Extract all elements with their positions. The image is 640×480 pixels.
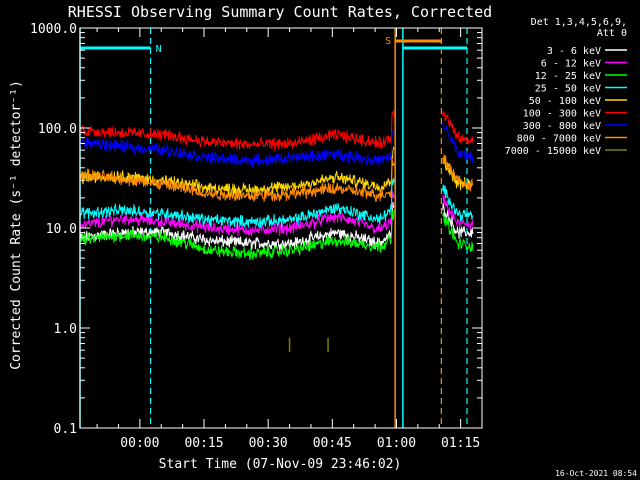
series-line xyxy=(442,184,474,222)
y-tick-label: 1.0 xyxy=(54,322,77,337)
series-layer xyxy=(79,109,474,352)
series-5 xyxy=(79,109,474,152)
y-tick-label: 100.0 xyxy=(38,122,77,137)
series-line xyxy=(442,122,474,164)
legend-label: 50 - 100 keV xyxy=(529,96,601,107)
legend-label: 7000 - 15000 keV xyxy=(505,146,601,157)
chart-title: RHESSI Observing Summary Count Rates, Co… xyxy=(68,3,492,21)
legend-label: 25 - 50 keV xyxy=(535,84,601,95)
marker-saa-3: S xyxy=(385,28,442,428)
legend-label: 12 - 25 keV xyxy=(535,71,601,82)
y-tick-label: 10.0 xyxy=(46,222,77,237)
x-tick-label: 00:15 xyxy=(184,436,223,451)
series-line xyxy=(79,209,395,261)
x-tick-label: 00:30 xyxy=(249,436,288,451)
series-line xyxy=(442,194,474,230)
x-tick-label: 00:45 xyxy=(313,436,352,451)
footer-timestamp: 16-Oct-2021 08:54 xyxy=(555,469,637,478)
series-2 xyxy=(79,209,474,261)
series-line xyxy=(79,177,395,229)
legend-header: Att 0 xyxy=(597,28,627,39)
series-1 xyxy=(79,190,474,237)
y-tick-label: 1000.0 xyxy=(30,22,77,37)
series-line xyxy=(79,190,395,237)
x-tick-label: 01:00 xyxy=(377,436,416,451)
series-8 xyxy=(288,337,329,352)
series-line xyxy=(79,160,395,203)
legend-label: 100 - 300 keV xyxy=(523,109,601,120)
series-line xyxy=(79,129,395,168)
legend-label: 800 - 7000 keV xyxy=(517,134,601,145)
marker-label: S xyxy=(385,36,391,47)
series-line xyxy=(442,211,474,253)
x-tick-label: 00:00 xyxy=(120,436,159,451)
series-line xyxy=(79,109,395,152)
legend-label: 3 - 6 keV xyxy=(547,46,601,57)
series-6 xyxy=(79,122,474,168)
axis-layer: 1000.0 100.0 10.0 1.0 0.1 00:00 00:15 00:30 00:4… xyxy=(30,22,482,451)
series-3 xyxy=(79,177,474,229)
x-tick-label: 01:15 xyxy=(441,436,480,451)
legend: Det 1,3,4,5,6,9,Att 0 3 - 6 keV 6 - 12 keV… xyxy=(505,17,627,157)
legend-header: Det 1,3,4,5,6,9, xyxy=(531,17,627,28)
marker-label: N xyxy=(156,44,162,55)
marker-night-2 xyxy=(402,28,468,428)
legend-label: 300 - 800 keV xyxy=(523,121,601,132)
y-axis-label: Corrected Count Rate (s⁻¹ detector⁻¹) xyxy=(9,80,24,370)
series-line xyxy=(442,154,474,192)
legend-label: 6 - 12 keV xyxy=(541,59,601,70)
series-7 xyxy=(79,154,474,203)
y-tick-label: 0.1 xyxy=(54,422,77,437)
series-line xyxy=(442,111,474,145)
x-axis-label: Start Time (07-Nov-09 23:46:02) xyxy=(159,457,402,472)
